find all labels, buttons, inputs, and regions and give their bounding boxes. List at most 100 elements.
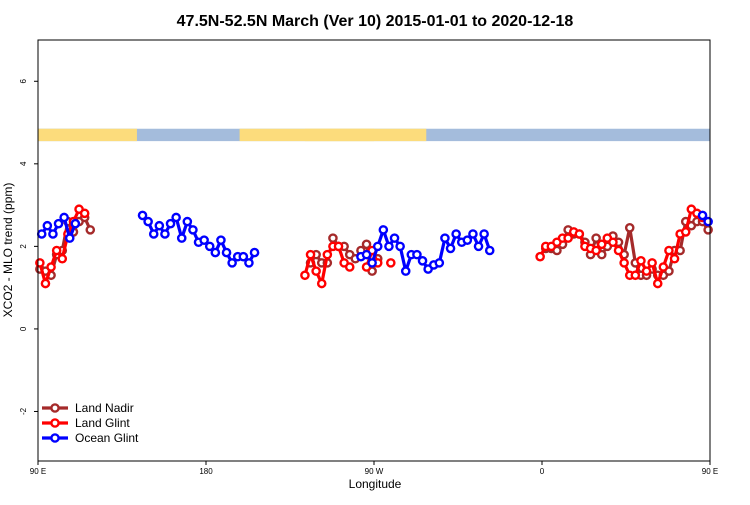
y-tick-label: -2 [19,407,28,415]
data-point-ocean-glint [199,235,209,245]
y-tick-label: 2 [19,244,28,249]
data-point-land-nadir [361,239,372,250]
data-point-land-nadir [328,233,338,243]
legend-label: Land Glint [75,416,130,430]
data-point-land-glint [641,266,652,276]
data-point-land-glint [57,253,68,264]
legend-item-land-nadir: Land Nadir [42,401,134,415]
legend-label: Ocean Glint [75,431,139,445]
data-point-ocean-glint [188,225,198,235]
data-point-ocean-glint [367,258,377,268]
data-point-ocean-glint [372,241,383,252]
data-point-land-nadir [624,222,635,233]
legend-swatch-marker [50,433,60,443]
series-layer [35,204,713,289]
legend-swatch-marker [50,403,60,413]
data-point-ocean-glint [462,235,473,245]
data-point-land-glint [608,237,618,248]
data-point-ocean-glint [227,258,237,268]
data-point-ocean-glint [137,210,148,221]
data-point-ocean-glint [238,251,249,262]
x-tick-label: 0 [540,467,545,476]
data-point-ocean-glint [389,233,400,243]
data-point-ocean-glint [440,233,450,243]
y-tick-label: 0 [19,326,28,331]
data-point-ocean-glint [70,218,81,229]
data-point-land-glint [535,251,545,262]
data-point-land-glint [344,262,355,272]
data-point-ocean-glint [171,212,181,223]
series-land-glint [35,204,708,289]
legend-item-land-glint: Land Glint [42,416,130,430]
data-point-land-glint [658,262,669,272]
data-point-ocean-glint [434,258,445,268]
x-tick-label: 180 [199,467,213,476]
data-point-ocean-glint [176,233,187,243]
data-point-land-glint [300,270,310,281]
data-point-land-glint [680,227,691,237]
data-point-land-glint [305,249,316,260]
data-point-ocean-glint [249,247,260,258]
data-point-land-glint [385,258,396,268]
data-point-ocean-glint [148,229,159,239]
data-point-land-glint [574,229,585,239]
data-point-ocean-glint [395,241,405,252]
data-point-ocean-glint [378,225,389,235]
data-point-land-glint [591,245,601,256]
data-point-ocean-glint [468,229,478,239]
data-point-ocean-glint [48,229,58,239]
data-point-land-glint [333,241,344,252]
data-point-ocean-glint [697,210,708,221]
data-point-land-glint [40,278,51,289]
data-point-land-glint [669,253,680,264]
y-axis-label: XCO2 - MLO trend (ppm) [1,183,15,318]
data-point-ocean-glint [479,229,489,239]
data-point-land-glint [35,258,45,268]
x-axis-label: Longitude [349,477,402,491]
data-point-ocean-glint [210,247,221,258]
legend-label: Land Nadir [75,401,134,415]
series-ocean-glint [36,210,713,276]
data-point-land-glint [563,233,573,243]
x-tick-label: 90 W [365,467,384,476]
land-mask-segment [239,128,374,142]
data-point-ocean-glint [143,216,153,227]
data-point-land-glint [652,278,663,289]
data-point-land-nadir [703,225,713,235]
data-point-ocean-glint [160,229,170,239]
x-tick-label: 90 E [702,467,718,476]
data-point-land-glint [322,249,333,260]
y-tick-label: 4 [19,161,28,166]
data-point-ocean-glint [59,212,69,223]
data-point-ocean-glint [484,245,495,256]
data-point-land-glint [316,278,327,289]
data-point-land-glint [630,270,641,281]
data-point-land-glint [613,245,624,256]
data-point-ocean-glint [361,249,372,260]
data-point-land-nadir [591,233,601,243]
data-point-ocean-glint [445,243,456,254]
data-point-ocean-glint [42,220,53,231]
data-point-ocean-glint [216,235,226,245]
data-point-ocean-glint [473,241,484,252]
land-mask-segment [38,128,137,142]
data-point-ocean-glint [703,216,713,227]
data-point-ocean-glint [165,218,176,229]
data-point-ocean-glint [384,241,394,252]
data-point-land-glint [664,245,674,256]
data-point-land-glint [619,258,629,268]
data-point-ocean-glint [417,256,428,266]
data-point-ocean-glint [36,229,47,239]
data-point-land-glint [311,266,321,276]
axis-layer: 90 E 180 90 W 0 90 E -2 0 2 4 6 [19,79,718,476]
legend-item-ocean-glint: Ocean Glint [42,431,139,445]
data-point-land-glint [647,258,657,268]
data-point-ocean-glint [412,249,422,260]
data-point-ocean-glint [244,258,254,268]
data-point-land-glint [596,239,607,250]
y-tick-label: 6 [19,79,28,84]
data-point-land-glint [79,208,90,219]
